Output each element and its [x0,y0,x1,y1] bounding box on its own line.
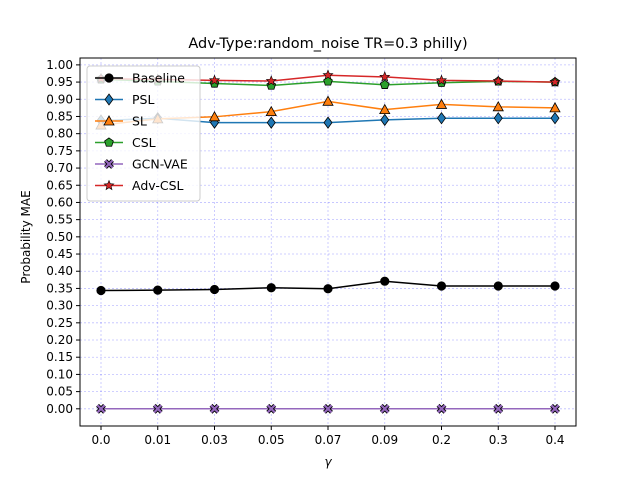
data-point [379,79,390,89]
data-point [380,276,390,286]
y-axis: 0.00 0.05 0.10 0.15 0.20 0.25 0.30 0.35 0.40 0.45… [46,58,80,416]
data-point [437,112,446,125]
data-point [323,284,333,294]
data-point [379,103,391,114]
data-point [379,71,391,82]
data-point [323,403,333,414]
y-tick-label: 0.10 [46,367,73,381]
data-point [549,102,561,113]
data-point [492,75,504,86]
data-point [436,403,447,414]
data-point [265,105,277,117]
y-axis-label: Probability MAE [19,190,33,283]
data-point [380,113,390,127]
data-point [322,69,334,80]
data-point [266,283,276,293]
y-tick-label: 0.25 [46,316,73,330]
y-tick-label: 0.50 [46,230,73,244]
data-point [96,285,106,296]
legend-label: CSL [132,135,156,150]
data-point [436,281,447,291]
data-point [550,281,560,291]
data-point [265,75,277,86]
legend-marker [104,159,114,169]
data-point [493,403,504,414]
series-baseline [96,276,560,296]
y-tick-label: 0.60 [46,195,73,209]
legend-label: SL [132,114,147,129]
y-tick-label: 0.40 [46,264,73,278]
data-point [435,98,448,109]
data-point [96,403,106,414]
legend-item: GCN-VAE [95,157,188,172]
y-tick-label: 0.55 [46,213,73,227]
data-point [266,403,277,414]
legend-marker [103,115,115,126]
y-tick-label: 0.75 [46,144,73,158]
x-tick-label: 0.03 [201,433,228,447]
y-tick-label: 0.15 [46,350,73,364]
y-tick-label: 0.85 [46,109,73,123]
legend-marker [103,179,115,191]
data-point [322,95,334,106]
y-tick-label: 0.45 [46,247,73,261]
y-tick-label: 0.65 [46,178,73,192]
x-tick-label: 0.2 [432,433,451,447]
data-point [153,285,163,295]
data-point [208,74,221,86]
legend-label: Baseline [132,71,185,86]
y-tick-label: 0.80 [46,127,73,141]
data-point [435,74,448,86]
y-tick-label: 0.05 [46,385,73,399]
x-tick-label: 0.3 [489,433,508,447]
x-tick-label: 0.01 [144,433,171,447]
legend-item: SL [95,114,147,129]
data-point [550,403,560,414]
data-point [492,101,504,112]
y-tick-label: 1.00 [46,58,73,72]
chart-title: Adv-Type:random_noise TR=0.3 philly) [188,36,467,52]
series-gcn-vae [96,403,560,414]
legend-label: PSL [132,92,154,107]
data-point [209,403,220,414]
data-point [493,112,503,125]
legend-label: GCN-VAE [132,157,188,172]
legend-item: PSL [95,92,154,107]
legend-item: Baseline [95,71,185,86]
data-point [266,116,276,129]
x-tick-label: 0.07 [315,433,342,447]
data-point [152,403,163,414]
x-axis: 0.0 0.01 0.03 0.05 0.07 0.09 0.2 0.3 0.4 [91,426,565,447]
legend-item: CSL [95,135,156,150]
x-tick-label: 0.09 [371,433,398,447]
data-point [493,281,503,291]
x-tick-label: 0.05 [258,433,285,447]
y-tick-label: 0.30 [46,299,73,313]
data-point [208,110,221,122]
data-point [549,76,561,87]
y-tick-label: 0.70 [46,161,73,175]
legend-marker [104,93,114,106]
grid [80,58,576,426]
x-axis-label: γ [324,455,332,469]
y-tick-label: 0.95 [46,75,73,89]
legend-marker [104,73,114,83]
data-point [550,112,560,125]
legend-item: Adv-CSL [95,178,184,193]
y-tick-label: 0.35 [46,281,73,295]
legend-label: Adv-CSL [132,178,184,193]
y-tick-label: 0.20 [46,333,73,347]
x-tick-label: 0.4 [545,433,564,447]
y-tick-label: 0.00 [46,402,73,416]
legend-marker [104,137,114,147]
legend: Baseline PSL SL CSL GCN-VAE Adv-CSL [86,65,201,202]
y-tick-label: 0.90 [46,92,73,106]
data-point [379,403,390,414]
data-point [323,116,333,129]
x-tick-label: 0.0 [91,433,110,447]
data-point [209,284,220,295]
data-point [323,76,333,86]
